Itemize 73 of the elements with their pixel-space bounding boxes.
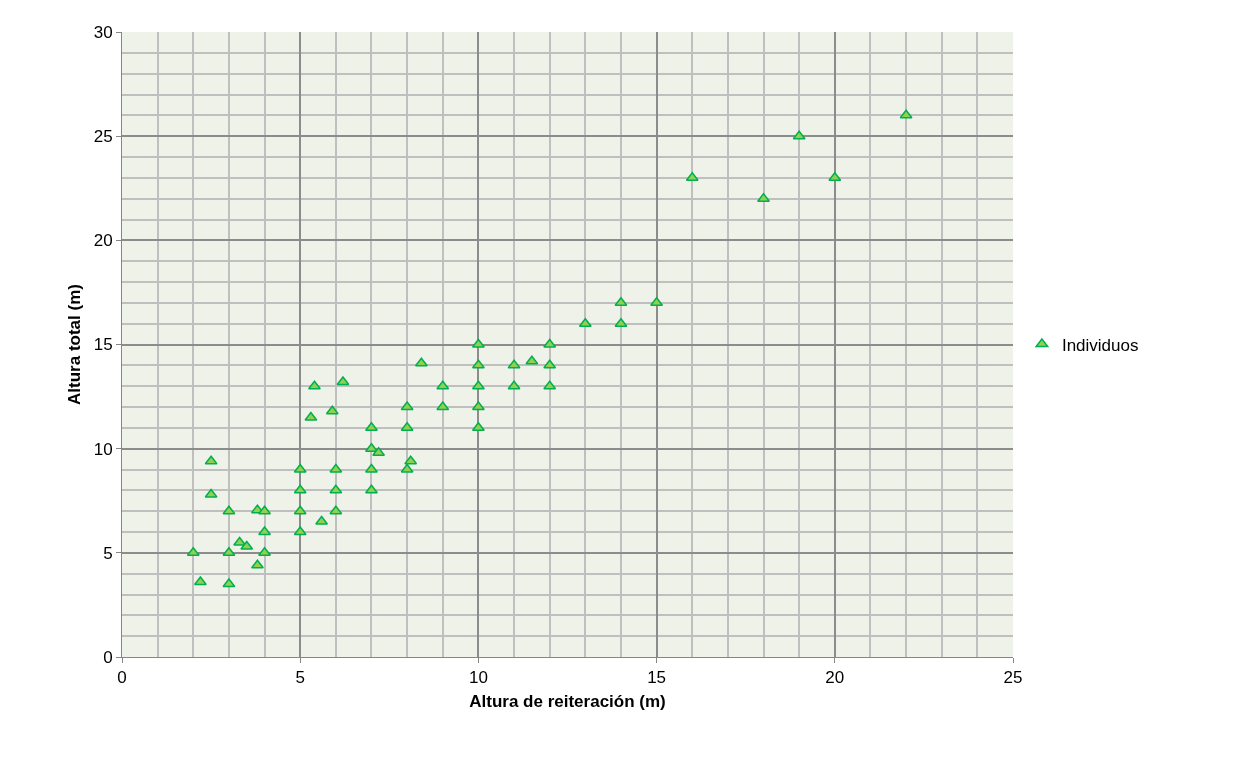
y-tick-label: 5 [103, 543, 113, 563]
point [204, 488, 218, 498]
point [471, 422, 485, 432]
point [329, 463, 343, 473]
y-tick-label: 0 [103, 647, 113, 667]
point [307, 380, 321, 390]
point [471, 359, 485, 369]
point [757, 192, 771, 202]
point [186, 547, 200, 557]
y-tick-label: 20 [93, 231, 113, 251]
point [258, 547, 272, 557]
point [650, 297, 664, 307]
x-tick-label: 0 [117, 668, 127, 688]
y-axis-title: Altura total (m) [65, 284, 85, 405]
point [204, 455, 218, 465]
point [400, 401, 414, 411]
x-axis-title: Altura de reiteración (m) [469, 691, 666, 711]
x-tick-label: 10 [468, 668, 488, 688]
point [414, 357, 428, 367]
point [222, 505, 236, 515]
point [899, 109, 913, 119]
point [233, 536, 247, 546]
x-tick-label: 15 [647, 668, 667, 688]
y-tick-label: 30 [93, 22, 113, 42]
point [543, 380, 557, 390]
x-tick-label: 20 [825, 668, 845, 688]
point [364, 442, 378, 452]
point [400, 422, 414, 432]
point [828, 172, 842, 182]
point [364, 463, 378, 473]
point [240, 540, 254, 550]
point [364, 484, 378, 494]
point [507, 380, 521, 390]
point [792, 130, 806, 140]
x-tick-label: 5 [295, 668, 305, 688]
point [315, 515, 329, 525]
point [525, 355, 539, 365]
point [293, 484, 307, 494]
point [372, 447, 386, 457]
point [293, 505, 307, 515]
point [685, 172, 699, 182]
point [543, 359, 557, 369]
legend-label: Individuos [1061, 335, 1139, 355]
point [336, 376, 350, 386]
y-tick-label: 15 [93, 335, 113, 355]
point [614, 317, 628, 327]
point [304, 411, 318, 421]
point [222, 578, 236, 588]
point [329, 505, 343, 515]
point [578, 317, 592, 327]
point [614, 297, 628, 307]
point [293, 526, 307, 536]
point [250, 559, 264, 569]
point [471, 401, 485, 411]
point [400, 463, 414, 473]
point [258, 526, 272, 536]
y-tick-label: 25 [93, 127, 113, 147]
point [436, 380, 450, 390]
point [325, 405, 339, 415]
point [543, 338, 557, 348]
point [222, 547, 236, 557]
point [329, 484, 343, 494]
point [471, 338, 485, 348]
point [364, 422, 378, 432]
y-tick-label: 10 [93, 439, 113, 459]
point [293, 463, 307, 473]
point [404, 455, 418, 465]
point [258, 505, 272, 515]
point [193, 576, 207, 586]
x-tick-label: 25 [1003, 668, 1023, 688]
point [436, 401, 450, 411]
point [507, 359, 521, 369]
point [471, 380, 485, 390]
